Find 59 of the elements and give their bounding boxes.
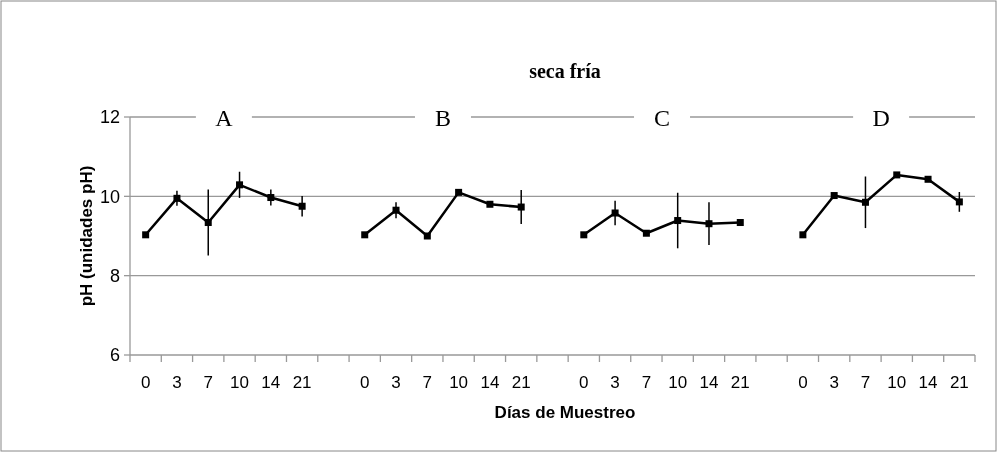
point — [580, 231, 588, 239]
point — [204, 219, 212, 227]
point — [517, 203, 525, 211]
x-tick-label: 10 — [668, 373, 688, 392]
point — [267, 194, 275, 202]
annotation: C — [654, 105, 671, 131]
y-tick-label: 10 — [99, 186, 120, 207]
y-tick-label: 6 — [109, 345, 120, 366]
x-tick-label: 7 — [860, 373, 871, 392]
x-tick-label: 7 — [641, 373, 652, 392]
x-tick-label: 10 — [230, 373, 249, 392]
point — [830, 192, 838, 200]
x-tick-label: 21 — [292, 373, 312, 392]
x-tick-label: 3 — [829, 373, 839, 392]
point — [611, 209, 619, 217]
point — [173, 194, 181, 202]
x-tick-label: 0 — [798, 373, 808, 392]
x-tick-label: 14 — [699, 373, 719, 392]
point — [455, 188, 463, 196]
x-tick-label: 14 — [480, 373, 500, 392]
y-tick-label: 8 — [109, 265, 120, 286]
point — [642, 229, 650, 237]
x-tick-label: 3 — [391, 373, 401, 392]
x-tick-label: 14 — [918, 373, 938, 392]
point — [486, 200, 494, 208]
annotation: B — [434, 105, 451, 131]
point — [955, 198, 963, 206]
x-tick-label: 10 — [449, 373, 469, 392]
point — [736, 219, 744, 227]
point — [799, 231, 807, 239]
x-tick-label: 7 — [203, 373, 213, 392]
point — [423, 232, 431, 240]
x-tick-label: 21 — [511, 373, 531, 392]
point — [361, 231, 369, 239]
x-tick-label: 0 — [579, 373, 589, 392]
x-tick-label: 7 — [422, 373, 433, 392]
chart-title: seca fría — [529, 60, 601, 82]
x-tick-label: 14 — [261, 373, 281, 392]
annotation: D — [872, 105, 890, 131]
x-tick-label: 3 — [172, 373, 182, 392]
point — [861, 198, 869, 206]
x-tick-label: 21 — [730, 373, 750, 392]
point — [705, 220, 713, 228]
point — [674, 217, 682, 225]
x-tick-label: 3 — [610, 373, 620, 392]
point — [392, 206, 400, 214]
point — [236, 181, 244, 189]
y-axis-title: pH (unidades pH) — [77, 165, 96, 307]
point — [893, 171, 901, 179]
y-tick-label: 12 — [99, 107, 120, 128]
annotation: A — [215, 105, 234, 131]
x-tick-label: 0 — [140, 373, 151, 392]
x-axis-title: Días de Muestreo — [494, 403, 636, 422]
point — [142, 231, 150, 239]
x-tick-label: 0 — [359, 373, 370, 392]
x-tick-label: 10 — [887, 373, 907, 392]
point — [298, 202, 306, 210]
x-tick-label: 21 — [949, 373, 969, 392]
point — [924, 175, 932, 183]
